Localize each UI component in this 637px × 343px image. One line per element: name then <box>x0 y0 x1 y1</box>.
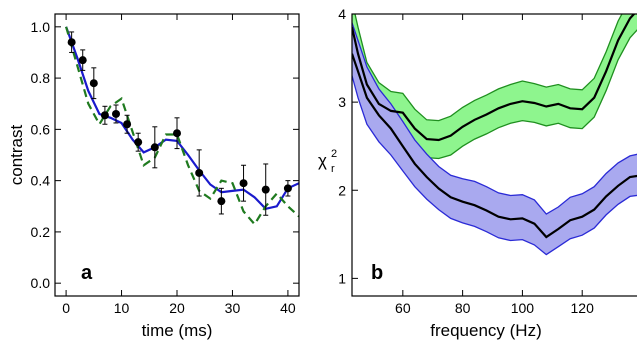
green-band-fill <box>352 14 637 159</box>
panel-b-y-axis-label-sub: r <box>331 163 335 175</box>
panel-a-plot-area <box>65 26 299 227</box>
data-point <box>150 126 159 169</box>
panel-b-y-axis-label-symbol: χ <box>318 151 327 170</box>
panel-a-x-axis: 0 10 20 30 40 <box>62 14 296 316</box>
data-marker <box>217 197 226 206</box>
blue-band-upper-edge <box>352 22 637 215</box>
data-point <box>217 187 226 215</box>
x-tick-label: 40 <box>280 300 296 316</box>
y-tick-label: 3 <box>338 94 346 110</box>
panel-a-label: a <box>81 262 93 284</box>
data-point <box>67 31 76 53</box>
panel-a-x-axis-label: time (ms) <box>142 321 213 340</box>
data-marker <box>261 185 270 194</box>
data-marker <box>134 138 143 147</box>
panel-b-label: b <box>371 262 383 284</box>
blue-band-fill <box>352 22 637 255</box>
data-point <box>78 49 87 71</box>
panel-b-y-axis-label-sup: 2 <box>331 148 337 160</box>
data-marker <box>78 56 87 65</box>
y-tick-label: 1.0 <box>31 19 51 35</box>
data-point <box>123 114 132 134</box>
data-point <box>239 164 248 202</box>
x-tick-label: 30 <box>225 300 241 316</box>
solid-model-curve <box>65 26 299 211</box>
x-tick-label: 0 <box>62 300 70 316</box>
green-band-upper-edge <box>354 14 623 122</box>
panel-b-y-axis: 1 2 3 4 <box>338 6 358 286</box>
x-tick-label: 60 <box>395 300 411 316</box>
panel-a: 0 10 20 30 40 0.0 0.2 0.4 0.6 0.8 1.0 time (ms) c… <box>7 13 300 340</box>
data-marker <box>67 38 76 47</box>
y-tick-label: 0.6 <box>31 121 51 137</box>
data-point <box>283 180 292 197</box>
x-tick-label: 10 <box>114 300 130 316</box>
data-point <box>173 117 181 150</box>
panel-a-y-axis-label: contrast <box>7 124 26 185</box>
panel-b-x-axis: 60 80 100 120 <box>395 14 594 316</box>
data-point <box>100 105 109 125</box>
data-point <box>89 67 98 100</box>
blue-band-center-line <box>352 53 637 239</box>
x-tick-label: 120 <box>571 300 595 316</box>
data-point <box>261 163 270 216</box>
y-tick-label: 0.8 <box>31 70 51 86</box>
data-marker <box>112 109 120 118</box>
data-marker <box>150 143 159 152</box>
data-marker <box>239 179 248 188</box>
dashed-model-curve <box>65 26 299 227</box>
data-marker <box>89 79 98 88</box>
panel-b: 60 80 100 120 1 2 3 4 frequency (Hz) χ 2 r b <box>318 6 637 340</box>
x-tick-label: 20 <box>169 300 185 316</box>
data-marker <box>173 129 181 138</box>
data-marker <box>100 111 109 120</box>
y-tick-label: 2 <box>338 182 346 198</box>
y-tick-label: 1 <box>338 270 346 286</box>
y-tick-label: 0.0 <box>31 275 51 291</box>
data-point <box>195 149 204 197</box>
x-tick-label: 80 <box>455 300 471 316</box>
panel-b-y-axis-label: χ 2 r <box>318 148 337 175</box>
y-tick-label: 0.2 <box>31 224 51 240</box>
data-marker <box>195 168 204 177</box>
data-point <box>112 104 120 124</box>
panel-b-plot-area <box>352 14 637 256</box>
panel-b-frame <box>351 13 637 297</box>
x-tick-label: 100 <box>511 300 535 316</box>
panel-b-x-axis-label: frequency (Hz) <box>430 321 541 340</box>
data-point <box>134 132 143 152</box>
green-band-center-line <box>352 14 636 142</box>
blue-band-lower-edge <box>352 75 637 256</box>
y-tick-label: 4 <box>338 6 346 22</box>
y-tick-label: 0.4 <box>31 173 51 189</box>
data-marker <box>123 120 132 129</box>
data-marker <box>283 184 292 193</box>
panel-a-frame <box>54 13 300 297</box>
panel-a-y-axis: 0.0 0.2 0.4 0.6 0.8 1.0 <box>31 19 299 291</box>
